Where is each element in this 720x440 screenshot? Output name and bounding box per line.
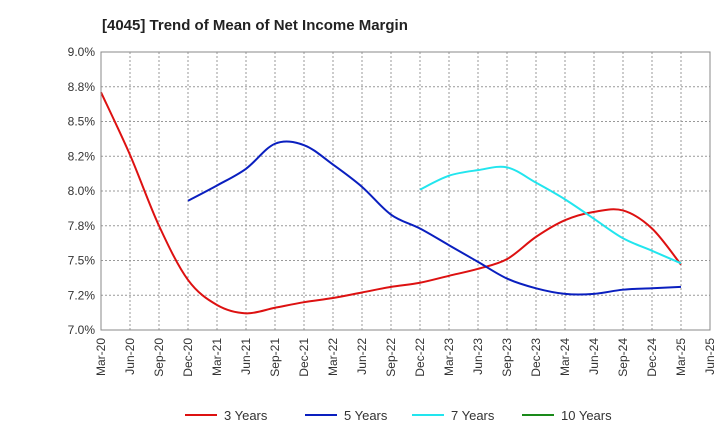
legend: 3 Years 5 Years 7 Years 10 Years xyxy=(185,408,612,423)
series-point-0 xyxy=(535,236,537,238)
x-tick-label: Mar-21 xyxy=(210,338,224,376)
series-point-2 xyxy=(593,218,595,220)
y-tick-label: 8.8% xyxy=(68,80,96,94)
series-point-1 xyxy=(303,144,305,146)
y-tick-label: 8.2% xyxy=(68,149,96,163)
x-tick-label: Mar-23 xyxy=(442,338,456,376)
x-tick-label: Sep-23 xyxy=(500,338,514,377)
series-point-0 xyxy=(216,304,218,306)
x-tick-label: Mar-24 xyxy=(558,338,572,376)
y-tick-label: 7.0% xyxy=(68,323,96,337)
x-tick-label: Dec-21 xyxy=(297,338,311,377)
series-point-1 xyxy=(216,184,218,186)
y-tick-label: 8.5% xyxy=(68,115,96,129)
series-point-1 xyxy=(593,293,595,295)
series-point-0 xyxy=(390,286,392,288)
legend-label-3: 10 Years xyxy=(561,408,612,423)
series-point-0 xyxy=(477,268,479,270)
series-point-2 xyxy=(651,250,653,252)
x-tick-label: Jun-25 xyxy=(703,338,717,375)
series-point-1 xyxy=(680,286,682,288)
grid xyxy=(101,52,710,330)
x-tick-label: Dec-22 xyxy=(413,338,427,377)
series-point-2 xyxy=(448,175,450,177)
series-point-1 xyxy=(274,143,276,145)
series-point-1 xyxy=(622,289,624,291)
series-point-0 xyxy=(506,258,508,260)
series-point-0 xyxy=(593,211,595,213)
series-point-1 xyxy=(390,214,392,216)
x-tick-label: Mar-25 xyxy=(674,338,688,376)
x-axis-ticks: Mar-20 Jun-20 Sep-20 Dec-20 Mar-21 Jun-21 Sep-… xyxy=(94,338,717,377)
x-tick-label: Jun-23 xyxy=(471,338,485,375)
series-point-2 xyxy=(622,237,624,239)
series-point-2 xyxy=(477,169,479,171)
series-point-1 xyxy=(651,287,653,289)
series-point-0 xyxy=(274,307,276,309)
x-tick-label: Jun-22 xyxy=(355,338,369,375)
x-tick-label: Jun-21 xyxy=(239,338,253,375)
series-point-0 xyxy=(129,154,131,156)
series-point-0 xyxy=(564,219,566,221)
y-tick-label: 9.0% xyxy=(68,45,96,59)
y-tick-label: 7.8% xyxy=(68,219,96,233)
series-point-2 xyxy=(680,262,682,264)
series-point-1 xyxy=(245,168,247,170)
x-tick-label: Jun-24 xyxy=(587,338,601,375)
series-line-1 xyxy=(187,140,682,296)
legend-label-0: 3 Years xyxy=(224,408,268,423)
series-point-1 xyxy=(361,186,363,188)
x-tick-label: Dec-20 xyxy=(181,338,195,377)
series-point-2 xyxy=(506,166,508,168)
series-point-0 xyxy=(361,291,363,293)
x-tick-label: Sep-24 xyxy=(616,338,630,377)
y-tick-label: 7.5% xyxy=(68,254,96,268)
series-point-0 xyxy=(303,301,305,303)
x-tick-label: Dec-24 xyxy=(645,338,659,377)
x-tick-label: Mar-20 xyxy=(94,338,108,376)
plot-frame xyxy=(100,51,711,331)
series-point-1 xyxy=(448,244,450,246)
series-point-1 xyxy=(419,228,421,230)
series-point-2 xyxy=(535,182,537,184)
series-point-0 xyxy=(245,312,247,314)
x-tick-label: Sep-22 xyxy=(384,338,398,377)
series-point-0 xyxy=(622,209,624,211)
series-point-1 xyxy=(477,261,479,263)
y-axis-ticks: 7.0% 7.2% 7.5% 7.8% 8.0% 8.2% 8.5% 8.8% 9.0% xyxy=(68,45,96,337)
legend-label-2: 7 Years xyxy=(451,408,495,423)
series-point-1 xyxy=(187,200,189,202)
y-tick-label: 7.2% xyxy=(68,288,96,302)
series-point-1 xyxy=(332,164,334,166)
x-tick-label: Dec-23 xyxy=(529,338,543,377)
series-point-0 xyxy=(158,225,160,227)
chart-title: [4045] Trend of Mean of Net Income Margi… xyxy=(102,17,408,34)
y-tick-label: 8.0% xyxy=(68,184,96,198)
series-lines xyxy=(100,91,682,315)
series-point-1 xyxy=(535,287,537,289)
series-line-0 xyxy=(100,91,682,315)
series-point-2 xyxy=(564,198,566,200)
series-line-2 xyxy=(419,165,682,265)
series-point-0 xyxy=(332,297,334,299)
x-tick-label: Sep-20 xyxy=(152,338,166,377)
x-tick-label: Jun-20 xyxy=(123,338,137,375)
series-point-1 xyxy=(564,293,566,295)
series-point-1 xyxy=(506,278,508,280)
series-point-0 xyxy=(419,282,421,284)
legend-label-1: 5 Years xyxy=(344,408,388,423)
x-tick-label: Mar-22 xyxy=(326,338,340,376)
series-point-0 xyxy=(651,228,653,230)
series-point-0 xyxy=(448,275,450,277)
series-point-2 xyxy=(419,189,421,191)
x-tick-label: Sep-21 xyxy=(268,338,282,377)
series-point-0 xyxy=(187,279,189,281)
